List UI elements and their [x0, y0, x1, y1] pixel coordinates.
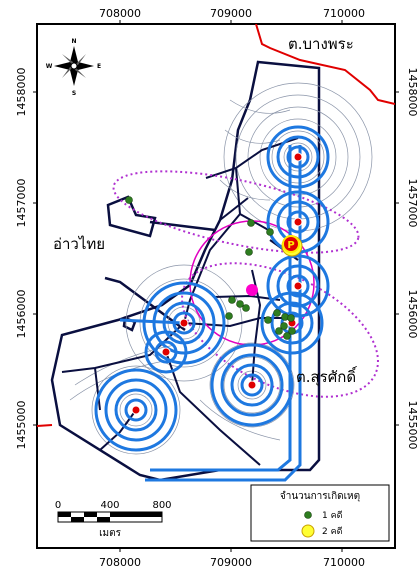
x-tick-top-3: 710000	[323, 7, 365, 20]
y-tick-left-4: 1455000	[15, 401, 28, 450]
place-label-gulf-of-thailand: อ่าวไทย	[53, 235, 105, 253]
legend-marker-1	[305, 512, 312, 519]
scale-label-800: 800	[152, 500, 171, 511]
y-tick-left-2: 1457000	[15, 179, 28, 228]
y-tick-left-3: 1456000	[15, 290, 28, 339]
svg-text:N: N	[71, 38, 76, 45]
svg-text:E: E	[97, 63, 101, 70]
x-tick-bottom-2: 709000	[210, 556, 252, 569]
x-tick-top-2: 709000	[210, 7, 252, 20]
scale-unit: เมตร	[99, 528, 122, 539]
legend-label-2: 2 คดี	[322, 526, 343, 537]
legend-label-1: 1 คดี	[322, 510, 343, 521]
legend: จำนวนการเกิดเหตุ 1 คดี 2 คดี	[251, 485, 389, 541]
x-tick-bottom-1: 708000	[99, 556, 141, 569]
y-tick-right-1: 1458000	[406, 68, 417, 117]
y-tick-left-1: 1458000	[15, 68, 28, 117]
scale-label-400: 400	[100, 500, 119, 511]
svg-text:P: P	[287, 240, 294, 251]
scale-label-0: 0	[55, 500, 61, 511]
y-tick-right-4: 1455000	[406, 401, 417, 450]
y-tick-right-3: 1456000	[406, 290, 417, 339]
police-station-marker: P	[283, 236, 299, 252]
place-label-surasak: ต.สุรศักดิ์	[296, 366, 358, 387]
magenta-point	[246, 284, 258, 296]
svg-text:S: S	[72, 90, 76, 97]
y-tick-right-2: 1457000	[406, 179, 417, 228]
subdistrict-boundary-west	[37, 425, 52, 426]
legend-title: จำนวนการเกิดเหตุ	[280, 491, 360, 502]
x-tick-top-1: 708000	[99, 7, 141, 20]
place-label-bang-phra: ต.บางพระ	[288, 35, 354, 53]
legend-marker-2	[302, 525, 314, 537]
svg-text:W: W	[46, 63, 53, 70]
x-tick-bottom-3: 710000	[323, 556, 365, 569]
